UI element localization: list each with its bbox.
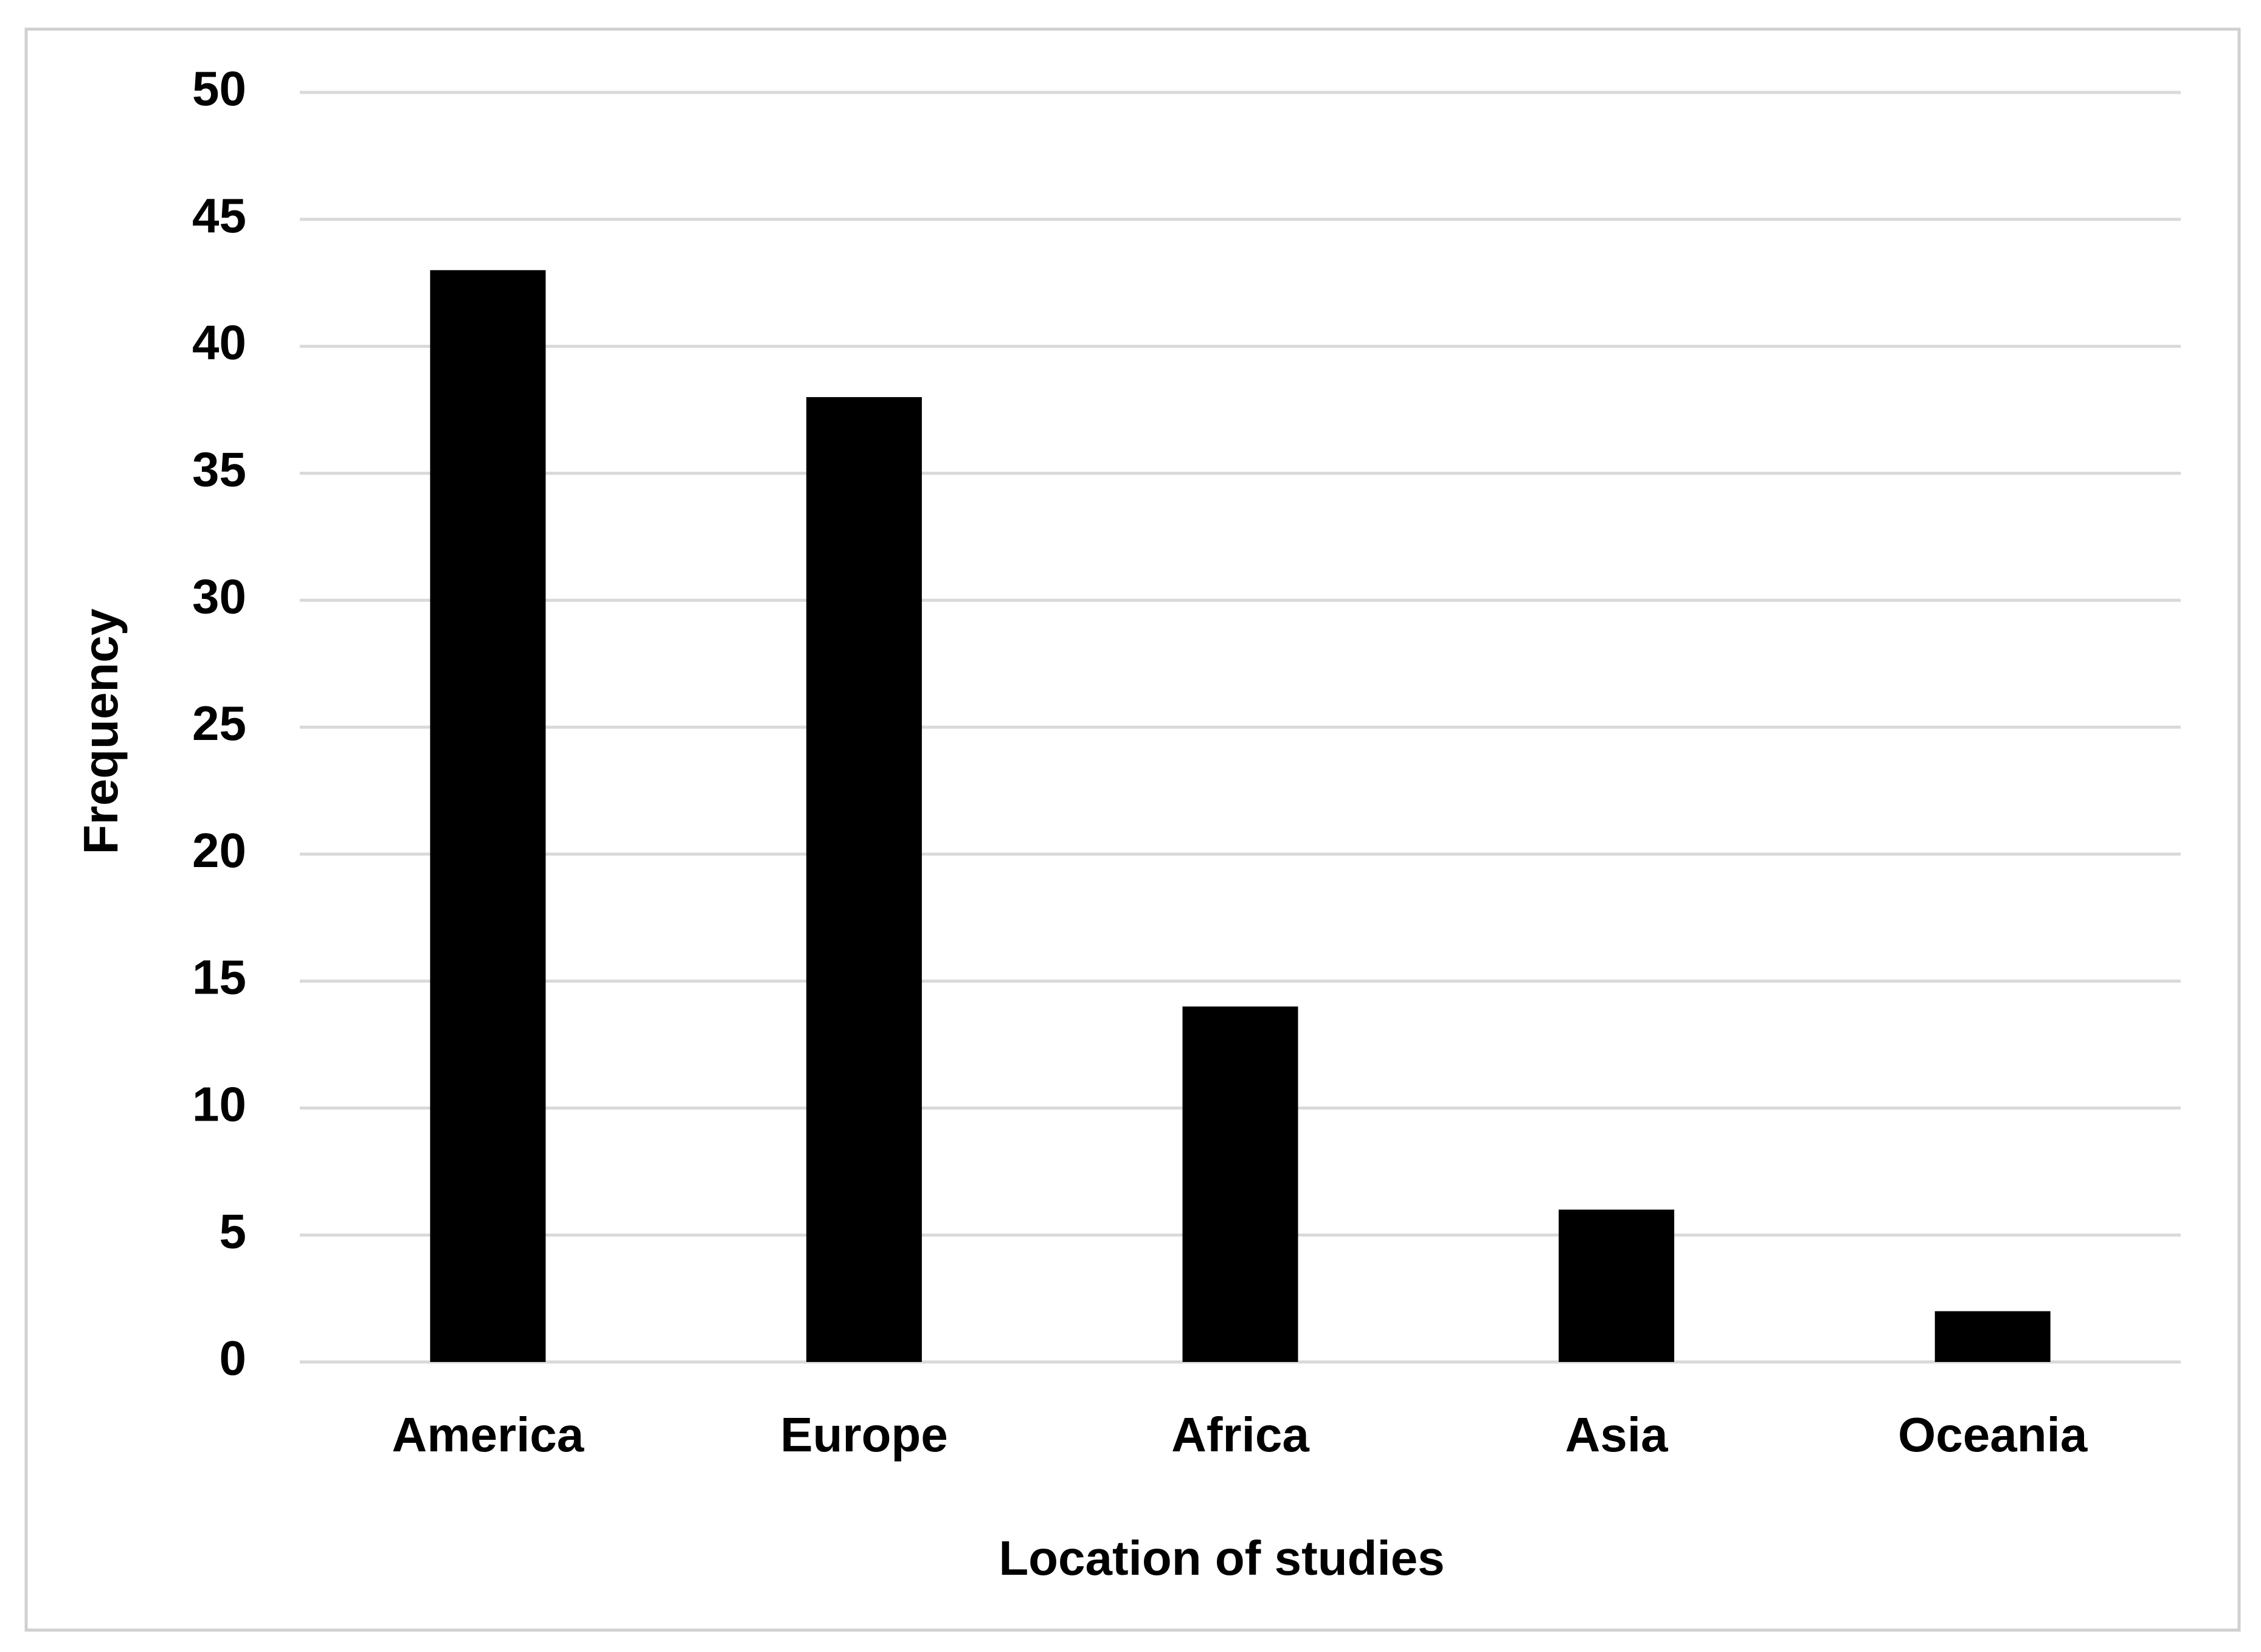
x-tick-label: Oceania [1898, 1408, 2088, 1462]
x-tick-label: Europe [780, 1408, 948, 1462]
y-tick-label: 5 [220, 1204, 247, 1258]
bar [1934, 1311, 2051, 1362]
y-tick-label: 40 [192, 316, 246, 370]
y-tick-label: 45 [192, 188, 246, 243]
y-tick-label: 10 [192, 1077, 246, 1132]
bar [1559, 1209, 1675, 1362]
chart-border [24, 27, 2241, 1632]
y-tick-label: 50 [192, 61, 246, 116]
y-tick-label: 30 [192, 569, 246, 623]
y-axis-title: Frequency [74, 608, 128, 854]
x-tick-label: Africa [1171, 1408, 1309, 1462]
x-tick-label: America [392, 1408, 584, 1462]
x-tick-label: Asia [1565, 1408, 1668, 1462]
y-tick-label: 20 [192, 823, 246, 877]
y-tick-label: 0 [220, 1331, 247, 1385]
y-tick-label: 15 [192, 950, 246, 1004]
bar [430, 270, 546, 1362]
x-axis-title: Location of studies [999, 1531, 1444, 1585]
bar [806, 397, 922, 1362]
y-tick-label: 35 [192, 443, 246, 497]
bar [1182, 1006, 1298, 1362]
y-tick-label: 25 [192, 696, 246, 750]
